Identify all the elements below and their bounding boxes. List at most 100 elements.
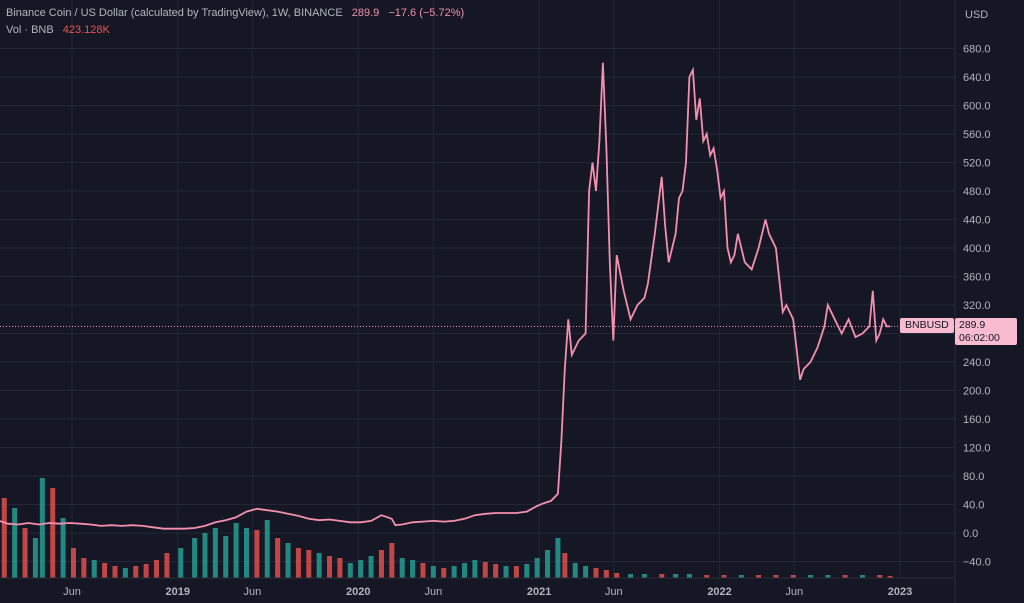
volume-bar bbox=[22, 528, 28, 578]
volume-bar bbox=[493, 564, 499, 578]
volume-bar bbox=[399, 558, 405, 578]
price-tick-label: 160.0 bbox=[963, 414, 991, 426]
volume-bar bbox=[275, 538, 281, 578]
volume-bars bbox=[1, 478, 893, 578]
volume-bar bbox=[441, 568, 447, 578]
price-tick-label: 320.0 bbox=[963, 300, 991, 312]
volume-bar bbox=[572, 563, 578, 578]
price-series-line bbox=[0, 62, 891, 530]
volume-bar bbox=[295, 548, 301, 578]
volume-bar bbox=[628, 574, 634, 578]
volume-bar bbox=[32, 538, 38, 578]
volume-bar bbox=[513, 566, 519, 578]
time-tick-label: 2022 bbox=[707, 586, 731, 598]
price-tick-label: 400.0 bbox=[963, 243, 991, 255]
volume-bar bbox=[562, 553, 568, 578]
volume-bar bbox=[686, 574, 692, 578]
current-price-value: 289.9 bbox=[959, 319, 986, 331]
legend-volume-row: Vol · BNB 423.128K bbox=[6, 24, 110, 36]
volume-bar bbox=[641, 574, 647, 578]
volume-bar bbox=[472, 560, 478, 578]
volume-bar bbox=[254, 530, 260, 578]
price-change: −17.6 (−5.72%) bbox=[388, 7, 465, 19]
volume-bar bbox=[285, 543, 291, 578]
volume-bar bbox=[178, 548, 184, 578]
currency-label[interactable]: USD bbox=[965, 9, 989, 21]
price-tick-label: 560.0 bbox=[963, 129, 991, 141]
volume-bar bbox=[756, 575, 762, 578]
volume-bar bbox=[555, 538, 561, 578]
volume-bar bbox=[358, 560, 364, 578]
symbol-tag: BNBUSD bbox=[900, 318, 954, 333]
volume-value: 423.128K bbox=[62, 24, 110, 36]
volume-bar bbox=[859, 575, 865, 578]
volume-bar bbox=[704, 575, 710, 578]
time-tick-label: Jun bbox=[63, 586, 81, 598]
volume-bar bbox=[243, 528, 249, 578]
time-axis[interactable]: Jun 2019 Jun 2020 Jun 2021 Jun 2022 Jun 2023 bbox=[0, 577, 955, 598]
volume-bar bbox=[1, 498, 7, 578]
price-tick-label: 440.0 bbox=[963, 215, 991, 227]
volume-bar bbox=[887, 576, 893, 578]
volume-bar bbox=[503, 566, 509, 578]
volume-bar bbox=[102, 563, 108, 578]
volume-bar bbox=[347, 563, 353, 578]
volume-bar bbox=[842, 575, 848, 578]
bar-countdown: 06:02:00 bbox=[959, 331, 1000, 344]
price-tick-label: 240.0 bbox=[963, 357, 991, 369]
volume-bar bbox=[790, 575, 796, 578]
grid bbox=[0, 0, 955, 578]
volume-bar bbox=[808, 575, 814, 578]
price-tick-label: −40.0 bbox=[963, 557, 991, 569]
volume-bar bbox=[603, 570, 609, 578]
time-tick-label: 2019 bbox=[166, 586, 190, 598]
current-price-tag: 289.9 06:02:00 bbox=[955, 318, 1017, 345]
time-tick-label: Jun bbox=[785, 586, 803, 598]
volume-bar bbox=[306, 550, 312, 578]
volume-bar bbox=[773, 575, 779, 578]
volume-bar bbox=[659, 574, 665, 578]
volume-bar bbox=[673, 574, 679, 578]
volume-bar bbox=[738, 575, 744, 578]
chart-title: Binance Coin / US Dollar (calculated by … bbox=[6, 7, 343, 19]
price-tick-label: 80.0 bbox=[963, 471, 984, 483]
time-tick-label: 2023 bbox=[888, 586, 912, 598]
price-tick-label: 600.0 bbox=[963, 101, 991, 113]
volume-bar bbox=[202, 533, 208, 578]
volume-bar bbox=[534, 558, 540, 578]
volume-bar bbox=[482, 562, 488, 578]
price-tick-label: 680.0 bbox=[963, 44, 991, 56]
volume-bar bbox=[389, 543, 395, 578]
time-tick-label: 2020 bbox=[346, 586, 370, 598]
volume-bar bbox=[154, 560, 160, 578]
volume-bar bbox=[264, 520, 270, 578]
volume-bar bbox=[143, 564, 149, 578]
price-tick-label: 640.0 bbox=[963, 72, 991, 84]
volume-bar bbox=[122, 568, 128, 578]
price-tick-label: 360.0 bbox=[963, 272, 991, 284]
volume-bar bbox=[81, 558, 87, 578]
volume-bar bbox=[233, 523, 239, 578]
volume-bar bbox=[192, 538, 198, 578]
volume-bar bbox=[133, 566, 139, 578]
last-price: 289.9 bbox=[351, 7, 380, 19]
legend-title-row: Binance Coin / US Dollar (calculated by … bbox=[6, 7, 464, 19]
volume-bar bbox=[368, 556, 374, 578]
volume-bar bbox=[327, 556, 333, 578]
volume-label: Vol · BNB bbox=[6, 24, 54, 36]
price-tick-label: 480.0 bbox=[963, 186, 991, 198]
volume-bar bbox=[420, 563, 426, 578]
volume-bar bbox=[877, 575, 883, 578]
time-tick-label: Jun bbox=[424, 586, 442, 598]
volume-bar bbox=[316, 553, 322, 578]
time-tick-label: Jun bbox=[244, 586, 262, 598]
volume-bar bbox=[39, 478, 45, 578]
volume-bar bbox=[583, 566, 589, 578]
volume-bar bbox=[223, 536, 229, 578]
volume-bar bbox=[112, 566, 118, 578]
price-tick-label: 0.0 bbox=[963, 528, 978, 540]
volume-bar bbox=[70, 548, 76, 578]
volume-bar bbox=[545, 550, 551, 578]
